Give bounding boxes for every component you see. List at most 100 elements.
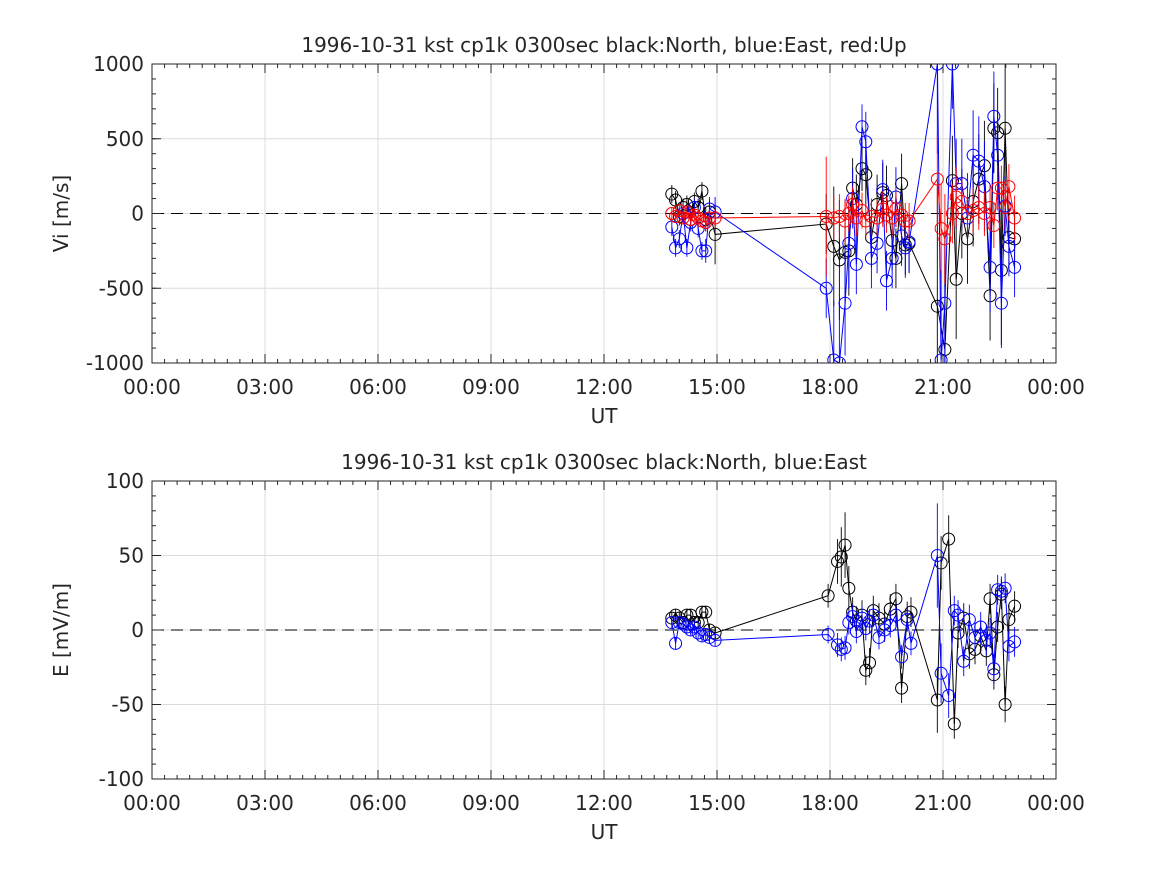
data-point [998, 121, 1012, 135]
x-tick-label: 06:00 [349, 375, 407, 399]
data-point [889, 608, 903, 622]
data-point [1002, 180, 1016, 194]
data-point [945, 207, 959, 220]
x-tick-label: 15:00 [688, 791, 746, 815]
data-point [880, 274, 893, 288]
data-point [672, 232, 686, 246]
y-axis-label: Vi [m/s] [49, 175, 73, 252]
data-point [934, 353, 948, 363]
data-point [680, 620, 694, 634]
data-point [819, 209, 833, 223]
data-point [842, 581, 856, 595]
data-point [859, 663, 873, 677]
data-point [979, 633, 993, 647]
data-point [942, 532, 956, 546]
data-point [691, 626, 705, 640]
series-layer [665, 503, 1022, 739]
data-point [902, 214, 916, 228]
x-tick-label: 00:00 [123, 375, 181, 399]
series-line [671, 555, 1015, 696]
data-point [930, 172, 944, 186]
data-point [708, 211, 722, 225]
x-tick-label: 03:00 [236, 791, 294, 815]
x-tick-label: 09:00 [462, 375, 520, 399]
y-tick-label: -100 [99, 767, 144, 791]
x-tick-label: 21:00 [914, 375, 972, 399]
chart-title: 1996-10-31 kst cp1k 0300sec black:North,… [341, 450, 867, 474]
data-point [669, 608, 683, 622]
data-point [708, 227, 722, 241]
x-tick-label: 00:00 [1027, 375, 1085, 399]
data-point [691, 211, 705, 225]
data-point [684, 623, 698, 637]
y-tick-label: 100 [106, 469, 144, 493]
x-tick-label: 12:00 [575, 375, 633, 399]
series-line [671, 64, 1016, 363]
data-point [987, 662, 1001, 676]
x-axis-label: UT [591, 404, 619, 428]
data-point [930, 693, 944, 707]
data-point [1008, 635, 1022, 649]
data-point [832, 356, 846, 363]
x-tick-label: 03:00 [236, 375, 294, 399]
y-tick-label: 1000 [93, 52, 144, 76]
data-point [949, 272, 963, 286]
data-point [702, 211, 716, 225]
data-point [904, 605, 918, 619]
series-layer [665, 64, 1022, 363]
data-point [972, 154, 986, 168]
data-point [895, 650, 909, 664]
data-point [994, 296, 1008, 310]
x-tick-label: 15:00 [688, 375, 746, 399]
x-tick-label: 00:00 [1027, 791, 1085, 815]
data-point [831, 554, 845, 568]
y-axis-label: E [mV/m] [49, 583, 73, 677]
data-point [665, 616, 679, 630]
data-point [991, 148, 1005, 162]
data-point [695, 184, 709, 198]
data-point [991, 181, 1005, 195]
data-point [680, 241, 694, 255]
data-point [998, 698, 1012, 711]
data-point [672, 204, 686, 218]
data-point [1002, 239, 1016, 253]
data-point [900, 613, 914, 627]
y-tick-label: 0 [131, 202, 144, 226]
data-point [846, 610, 860, 624]
data-point [838, 538, 852, 552]
data-point [957, 654, 971, 668]
data-point [859, 622, 873, 636]
data-point [983, 260, 997, 274]
y-tick-label: 50 [119, 544, 144, 568]
x-axis-label: UT [591, 820, 619, 844]
data-point [983, 592, 997, 606]
data-point [695, 605, 709, 619]
data-point [994, 584, 1008, 598]
data-point [827, 353, 841, 363]
data-point [938, 232, 952, 246]
data-point [819, 281, 833, 295]
y-tick-label: -50 [111, 693, 144, 717]
data-point [930, 64, 944, 71]
data-point [1008, 260, 1022, 274]
data-point [684, 212, 698, 226]
data-point [838, 296, 852, 310]
x-tick-label: 12:00 [575, 791, 633, 815]
data-point [898, 214, 912, 228]
data-point [708, 633, 722, 647]
data-point [938, 296, 952, 310]
x-tick-label: 00:00 [123, 791, 181, 815]
data-point [962, 613, 976, 627]
data-point [680, 205, 694, 219]
data-point [904, 636, 918, 650]
data-point [1008, 599, 1022, 613]
x-tick-label: 21:00 [914, 791, 972, 815]
y-tick-label: -500 [99, 276, 144, 300]
data-point [974, 620, 988, 634]
data-point [942, 689, 956, 703]
data-point [870, 236, 884, 250]
data-point [669, 241, 683, 255]
data-point [849, 624, 863, 638]
data-point [699, 605, 713, 619]
